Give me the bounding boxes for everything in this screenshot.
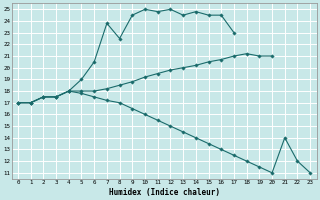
X-axis label: Humidex (Indice chaleur): Humidex (Indice chaleur) <box>108 188 220 197</box>
